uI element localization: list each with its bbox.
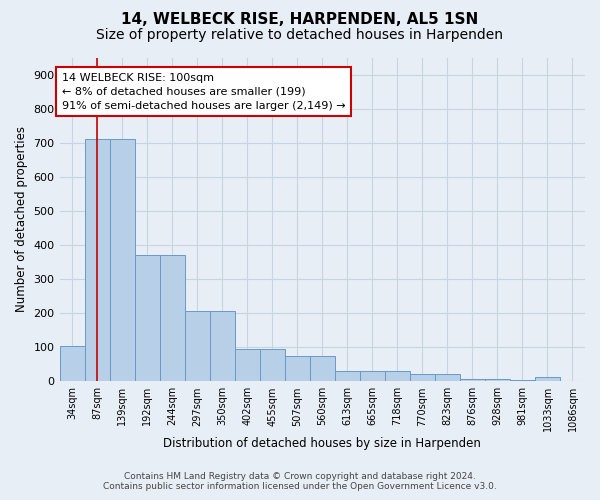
Bar [59, 346, 85, 382]
Y-axis label: Number of detached properties: Number of detached properties [15, 126, 28, 312]
Bar [510, 380, 535, 382]
Text: 14 WELBECK RISE: 100sqm
← 8% of detached houses are smaller (199)
91% of semi-de: 14 WELBECK RISE: 100sqm ← 8% of detached… [62, 73, 346, 111]
Text: Contains HM Land Registry data © Crown copyright and database right 2024.
Contai: Contains HM Land Registry data © Crown c… [103, 472, 497, 491]
Bar [410, 374, 435, 382]
Bar [160, 254, 185, 382]
Bar [134, 254, 160, 382]
Bar [360, 371, 385, 382]
Bar [260, 349, 285, 382]
Bar [335, 371, 360, 382]
Bar [235, 349, 260, 382]
Bar [460, 378, 485, 382]
Text: Size of property relative to detached houses in Harpenden: Size of property relative to detached ho… [97, 28, 503, 42]
Bar [209, 311, 235, 382]
Bar [185, 311, 209, 382]
Bar [435, 374, 460, 382]
Text: 14, WELBECK RISE, HARPENDEN, AL5 1SN: 14, WELBECK RISE, HARPENDEN, AL5 1SN [121, 12, 479, 28]
Bar [285, 356, 310, 382]
Bar [310, 356, 335, 382]
Bar [385, 371, 410, 382]
Bar [110, 140, 134, 382]
X-axis label: Distribution of detached houses by size in Harpenden: Distribution of detached houses by size … [163, 437, 481, 450]
Bar [85, 140, 110, 382]
Bar [485, 378, 510, 382]
Bar [535, 377, 560, 382]
